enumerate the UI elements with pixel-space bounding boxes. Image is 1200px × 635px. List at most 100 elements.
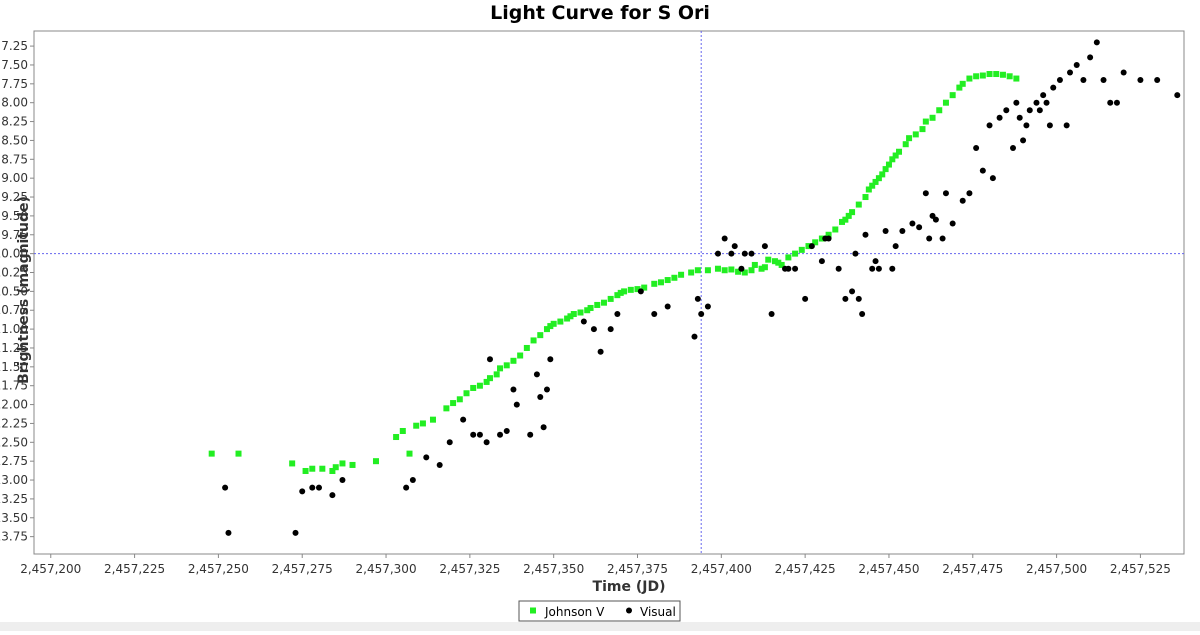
data-point-johnson-v [832, 226, 839, 233]
data-point-visual [899, 227, 906, 234]
data-point-visual [698, 311, 705, 318]
data-point-visual [1023, 122, 1030, 129]
data-point-visual [785, 265, 792, 272]
y-tick-label: 8.00 [1, 96, 28, 110]
data-point-johnson-v [641, 284, 648, 291]
data-point-johnson-v [329, 467, 336, 474]
data-point-johnson-v [966, 75, 973, 82]
data-point-johnson-v [825, 231, 832, 238]
data-point-visual [614, 311, 621, 318]
y-tick-label: 8.75 [1, 152, 28, 166]
data-point-johnson-v [775, 259, 782, 266]
data-point-visual [651, 311, 658, 318]
data-point-visual [1036, 107, 1043, 114]
x-tick-label: 2,457,200 [20, 562, 81, 576]
data-point-johnson-v [771, 258, 778, 265]
plot-area[interactable] [33, 30, 1185, 555]
data-point-johnson-v [818, 235, 825, 242]
x-tick-label: 2,457,225 [104, 562, 165, 576]
data-point-visual [1010, 144, 1017, 151]
y-tick-label: 7.50 [1, 58, 28, 72]
data-point-visual [503, 427, 510, 434]
data-point-johnson-v [463, 390, 470, 397]
data-point-visual [423, 454, 430, 461]
data-point-johnson-v [714, 265, 721, 272]
data-point-visual [590, 326, 597, 333]
y-tick-label: 7.25 [1, 39, 28, 53]
data-point-visual [547, 356, 554, 363]
y-tick-label: 13.25 [0, 492, 28, 506]
data-point-visual [1174, 92, 1181, 99]
y-tick-label: 10.25 [0, 266, 28, 280]
data-point-visual [1080, 77, 1087, 84]
data-point-visual [403, 484, 410, 491]
data-point-johnson-v [919, 126, 926, 133]
y-tick-label: 11.25 [0, 341, 28, 355]
data-point-johnson-v [429, 416, 436, 423]
data-point-visual [222, 484, 229, 491]
data-point-johnson-v [419, 420, 426, 427]
data-point-visual [543, 386, 550, 393]
data-point-johnson-v [902, 141, 909, 148]
data-point-johnson-v [778, 261, 785, 268]
data-point-johnson-v [406, 450, 413, 457]
data-point-visual [959, 197, 966, 204]
data-point-visual [1063, 122, 1070, 129]
data-point-visual [436, 461, 443, 468]
data-point-johnson-v [805, 243, 812, 250]
data-point-visual [966, 190, 973, 197]
data-point-visual [1073, 61, 1080, 68]
data-point-johnson-v [476, 382, 483, 389]
data-point-visual [299, 488, 306, 495]
data-point-johnson-v [849, 209, 856, 216]
x-tick-label: 2,457,250 [188, 562, 249, 576]
data-point-johnson-v [456, 396, 463, 403]
data-point-visual [942, 190, 949, 197]
data-point-visual [607, 326, 614, 333]
y-tick-label: 8.25 [1, 115, 28, 129]
data-point-johnson-v [584, 307, 591, 314]
data-point-johnson-v [557, 318, 564, 325]
y-tick-label: 12.50 [0, 435, 28, 449]
y-tick-label: 10.00 [0, 247, 28, 261]
data-point-johnson-v [1006, 73, 1013, 80]
data-point-johnson-v [617, 289, 624, 296]
x-tick-label: 2,457,525 [1110, 562, 1171, 576]
data-point-visual [1067, 69, 1074, 76]
crosshair-lines [34, 31, 1184, 554]
data-point-visual [1100, 77, 1107, 84]
data-point-visual [309, 484, 316, 491]
y-tick-label: 13.50 [0, 511, 28, 525]
data-point-visual [728, 250, 735, 257]
data-point-johnson-v [993, 71, 1000, 78]
data-point-visual [872, 258, 879, 265]
data-point-visual [510, 386, 517, 393]
data-point-visual [986, 122, 993, 129]
data-point-johnson-v [664, 277, 671, 284]
data-point-visual [315, 484, 322, 491]
data-point-johnson-v [503, 362, 510, 369]
data-point-visual [761, 243, 768, 250]
data-point-johnson-v [413, 422, 420, 429]
data-point-johnson-v [798, 246, 805, 253]
data-point-visual [497, 431, 504, 438]
data-point-visual [922, 190, 929, 197]
data-point-johnson-v [208, 450, 215, 457]
data-point-visual [460, 416, 467, 423]
data-point-visual [892, 243, 899, 250]
data-point-visual [1107, 99, 1114, 106]
data-point-visual [292, 529, 299, 536]
x-tick-label: 2,457,275 [272, 562, 333, 576]
data-point-johnson-v [839, 218, 846, 225]
data-point-johnson-v [885, 161, 892, 168]
x-axis-title: Time (JD) [593, 579, 666, 595]
data-point-visual [691, 333, 698, 340]
data-point-visual [1033, 99, 1040, 106]
y-tick-label: 12.25 [0, 416, 28, 430]
data-point-visual [409, 477, 416, 484]
data-point-johnson-v [741, 269, 748, 276]
data-point-visual [1137, 77, 1144, 84]
x-tick-label: 2,457,425 [775, 562, 836, 576]
data-point-johnson-v [537, 332, 544, 339]
